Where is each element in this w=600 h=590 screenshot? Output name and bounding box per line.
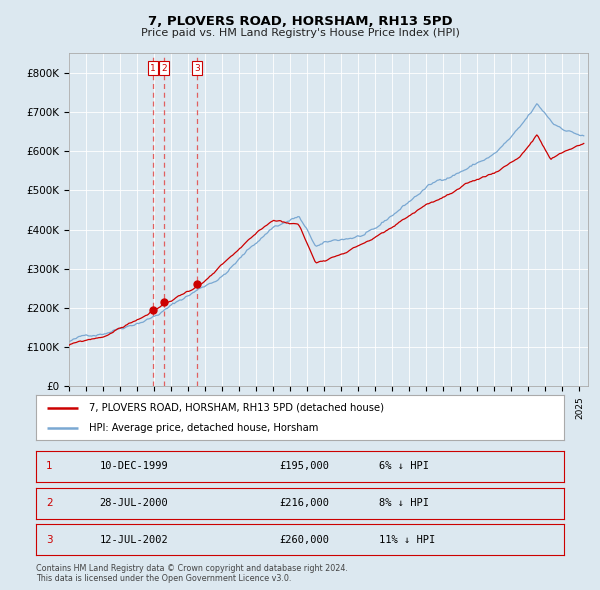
Text: HPI: Average price, detached house, Horsham: HPI: Average price, detached house, Hors… [89, 424, 318, 434]
Text: £260,000: £260,000 [279, 535, 329, 545]
Text: 2: 2 [46, 498, 53, 508]
Text: Price paid vs. HM Land Registry's House Price Index (HPI): Price paid vs. HM Land Registry's House … [140, 28, 460, 38]
Text: 1: 1 [150, 64, 156, 73]
Text: 3: 3 [194, 64, 200, 73]
Text: 3: 3 [46, 535, 53, 545]
Text: £216,000: £216,000 [279, 498, 329, 508]
Text: 28-JUL-2000: 28-JUL-2000 [100, 498, 168, 508]
Text: 10-DEC-1999: 10-DEC-1999 [100, 461, 168, 471]
Text: 6% ↓ HPI: 6% ↓ HPI [379, 461, 429, 471]
Text: 2: 2 [161, 64, 167, 73]
Text: Contains HM Land Registry data © Crown copyright and database right 2024.
This d: Contains HM Land Registry data © Crown c… [36, 563, 348, 583]
Text: 1: 1 [46, 461, 53, 471]
Text: 12-JUL-2002: 12-JUL-2002 [100, 535, 168, 545]
Text: £195,000: £195,000 [279, 461, 329, 471]
Text: 7, PLOVERS ROAD, HORSHAM, RH13 5PD (detached house): 7, PLOVERS ROAD, HORSHAM, RH13 5PD (deta… [89, 403, 384, 412]
Text: 8% ↓ HPI: 8% ↓ HPI [379, 498, 429, 508]
Text: 11% ↓ HPI: 11% ↓ HPI [379, 535, 436, 545]
Text: 7, PLOVERS ROAD, HORSHAM, RH13 5PD: 7, PLOVERS ROAD, HORSHAM, RH13 5PD [148, 15, 452, 28]
